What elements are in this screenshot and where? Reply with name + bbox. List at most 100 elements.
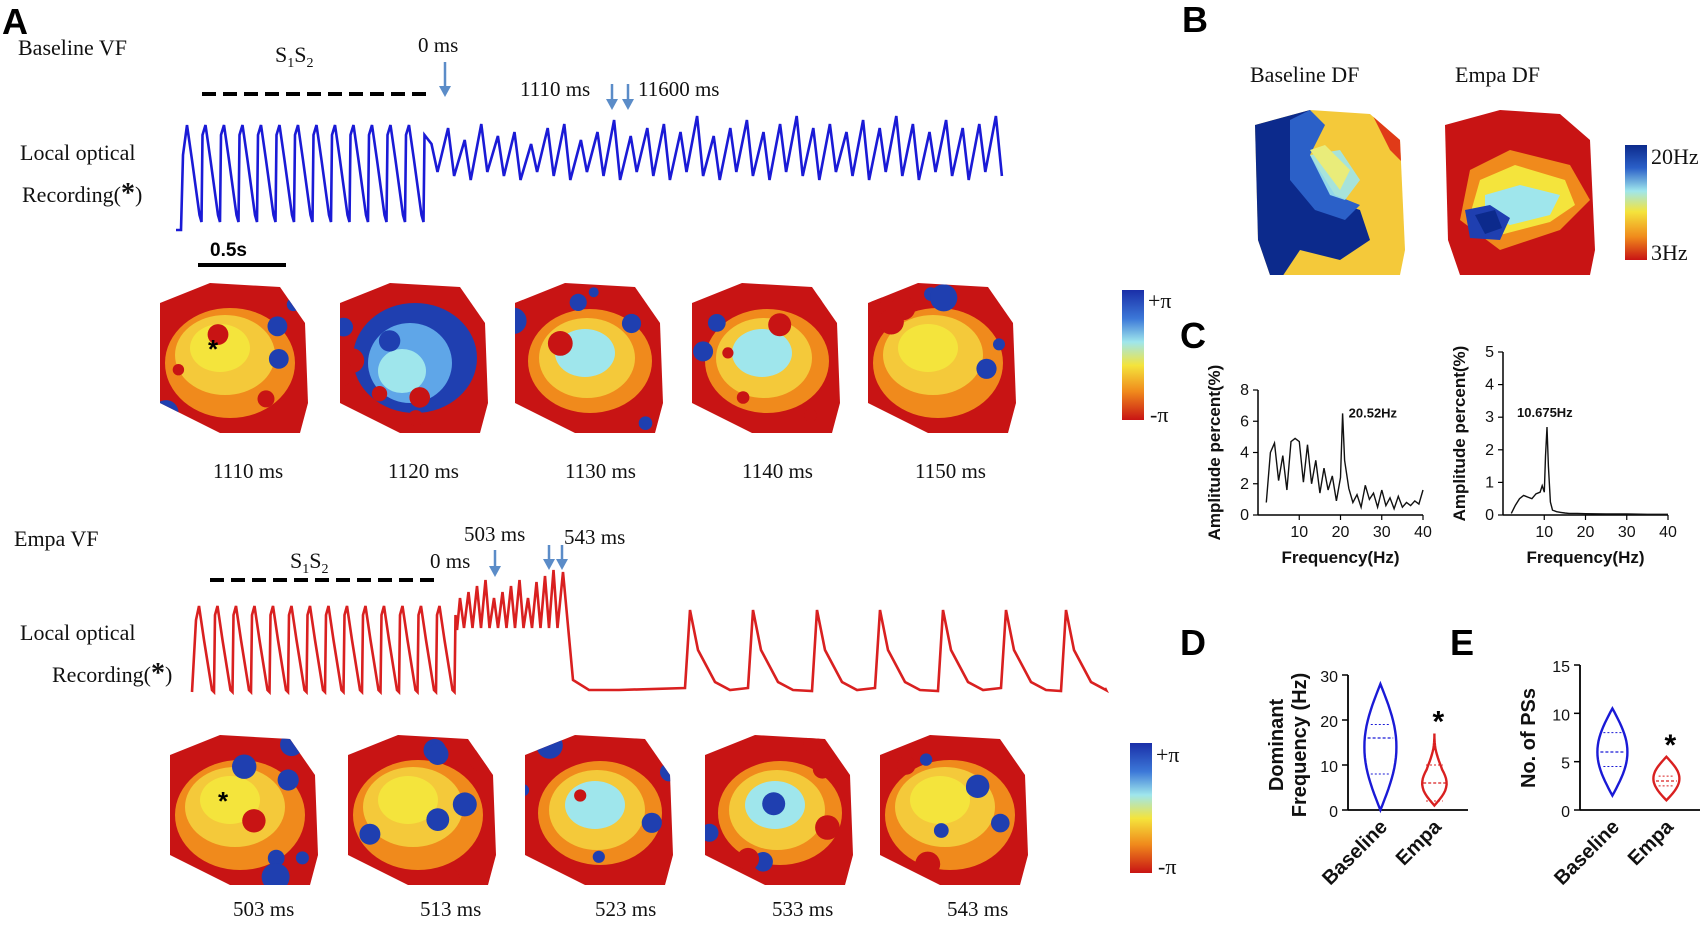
chartC2-xtick-label: 30 (1618, 524, 1636, 541)
phase-bar-top-label-2: +π (1156, 742, 1180, 767)
chartC1-ytick-label: 8 (1240, 382, 1249, 399)
baseline-map-time-5: 1150 ms (915, 459, 986, 483)
phase-singularity-violin: 0 5 10 15 Baseline Empa * No. of PSs (1518, 659, 1700, 890)
empa-vf-title: Empa VF (14, 526, 99, 551)
baseline-11600-arrow (622, 84, 634, 110)
chartC1-xtick-label: 40 (1414, 524, 1432, 541)
chartC2-xlabel: Frequency(Hz) (1526, 548, 1644, 567)
chartC1-ytick-label: 0 (1240, 507, 1249, 524)
chartD-ytick-label: 20 (1320, 714, 1338, 731)
baseline-vf-title: Baseline VF (18, 35, 127, 60)
baseline-spectrum-chart: 0 2 4 6 8 10 20 30 40 20.52Hz Frequency(Hz) Amplitu… (1205, 365, 1432, 567)
panel-label-b: B (1182, 0, 1208, 40)
chartC2-xtick-label: 40 (1659, 524, 1677, 541)
empa-phase-map-4 (705, 735, 853, 885)
empa-zero-arrow (489, 550, 501, 577)
empa-map-time-3: 523 ms (595, 897, 656, 921)
baseline-phase-maps: * (160, 283, 1016, 433)
baseline-marker-1110: 1110 ms (520, 77, 590, 101)
chartE-ytick-label: 10 (1552, 707, 1570, 724)
empa-rec-line1: Local optical (20, 620, 135, 645)
empa-phase-map-2 (348, 735, 496, 885)
baseline-df-map (1255, 110, 1405, 275)
empa-df-label: Empa DF (1455, 62, 1540, 87)
baseline-phase-colorbar: +π -π (1122, 288, 1172, 427)
empa-optical-trace (190, 569, 1109, 696)
baseline-s1s2-label: S1S2 (275, 42, 314, 71)
chartC1-ytick-label: 2 (1240, 476, 1249, 493)
empa-503-arrow (543, 545, 555, 570)
panel-label-e: E (1450, 622, 1474, 663)
baseline-map-time-1: 1110 ms (213, 459, 283, 483)
baseline-phase-map-1-star: * (208, 334, 219, 364)
chartC2-ytick-label: 4 (1485, 377, 1494, 394)
chartC2-ytick-label: 3 (1485, 409, 1494, 426)
empa-map-time-5: 543 ms (947, 897, 1008, 921)
panel-label-c: C (1180, 315, 1206, 356)
chartD-category-empa: Empa (1392, 815, 1447, 870)
empa-marker-503: 503 ms (464, 522, 525, 546)
chartC1-xtick-label: 30 (1373, 524, 1391, 541)
baseline-optical-trace (176, 115, 1004, 232)
baseline-phase-map-3 (515, 283, 663, 433)
df-bar-bottom-label: 3Hz (1651, 240, 1688, 265)
phase-bar-bottom-label-2: -π (1158, 854, 1176, 879)
chartC1-peak-label: 20.52Hz (1349, 405, 1398, 420)
chartD-violin-baseline (1363, 680, 1398, 814)
phase-bar-bottom-label: -π (1150, 402, 1168, 427)
baseline-marker-11600: 11600 ms (638, 77, 719, 101)
baseline-df-label: Baseline DF (1250, 62, 1359, 87)
empa-phase-map-5 (880, 735, 1028, 885)
chartC2-xtick-label: 10 (1535, 524, 1553, 541)
empa-map-time-1: 503 ms (233, 897, 294, 921)
baseline-rec-line1: Local optical (20, 140, 135, 165)
scale-bar-label: 0.5s (210, 240, 247, 261)
chartE-ytick-label: 5 (1561, 756, 1570, 773)
baseline-phase-map-2 (340, 283, 488, 433)
chartC1-ytick-label: 6 (1240, 413, 1249, 430)
chartD-ylabel-line1: Dominant (1266, 699, 1288, 792)
chartC2-ytick-label: 5 (1485, 344, 1494, 361)
baseline-phase-map-5 (868, 283, 1016, 433)
empa-phase-map-1: * (170, 735, 318, 885)
baseline-map-time-4: 1140 ms (742, 459, 813, 483)
baseline-map-time-3: 1130 ms (565, 459, 636, 483)
empa-map-time-4: 533 ms (772, 897, 833, 921)
phase-bar-top-label: +π (1148, 288, 1172, 313)
baseline-map-time-2: 1120 ms (388, 459, 459, 483)
chartD-ylabel-line2: Frequency (Hz) (1289, 673, 1311, 817)
empa-zero-ms: 0 ms (430, 549, 470, 573)
empa-phase-maps: * (170, 735, 1028, 885)
empa-s1s2-label: S1S2 (290, 548, 329, 577)
chartC1-xtick-label: 20 (1332, 524, 1350, 541)
empa-marker-543: 543 ms (564, 525, 625, 549)
chartD-category-baseline: Baseline (1318, 816, 1392, 890)
chartE-significance: * (1665, 729, 1677, 762)
chartC1-series-line (1265, 413, 1424, 511)
df-colorbar: 20Hz 3Hz (1625, 144, 1699, 265)
empa-543-arrow (556, 545, 568, 570)
df-bar-top-label: 20Hz (1651, 144, 1699, 169)
baseline-1110-arrow (606, 84, 618, 110)
empa-rec-line2: Recording(*) (52, 658, 172, 689)
chartC2-ylabel: Amplitude percent(%) (1450, 346, 1469, 522)
empa-df-map (1445, 110, 1595, 275)
chartD-significance: * (1433, 706, 1445, 739)
baseline-zero-arrow (439, 62, 451, 97)
chartC2-series-line (1510, 426, 1668, 515)
chartD-ytick-label: 10 (1320, 759, 1338, 776)
empa-map-times: 503 ms 513 ms 523 ms 533 ms 543 ms (233, 897, 1008, 921)
empa-phase-colorbar: +π -π (1130, 742, 1180, 879)
chartC2-ytick-label: 2 (1485, 442, 1494, 459)
chartD-ytick-label: 30 (1320, 669, 1338, 686)
chartE-ylabel: No. of PSs (1518, 688, 1540, 788)
panel-label-a: A (2, 1, 28, 42)
baseline-zero-ms: 0 ms (418, 33, 458, 57)
panel-label-d: D (1180, 622, 1206, 663)
chartC2-ytick-label: 1 (1485, 474, 1494, 491)
baseline-map-times: 1110 ms 1120 ms 1130 ms 1140 ms 1150 ms (213, 459, 986, 483)
chartD-ytick-label: 0 (1329, 804, 1338, 821)
chartE-category-baseline: Baseline (1550, 816, 1624, 890)
chartC1-ylabel: Amplitude percent(%) (1205, 365, 1224, 541)
